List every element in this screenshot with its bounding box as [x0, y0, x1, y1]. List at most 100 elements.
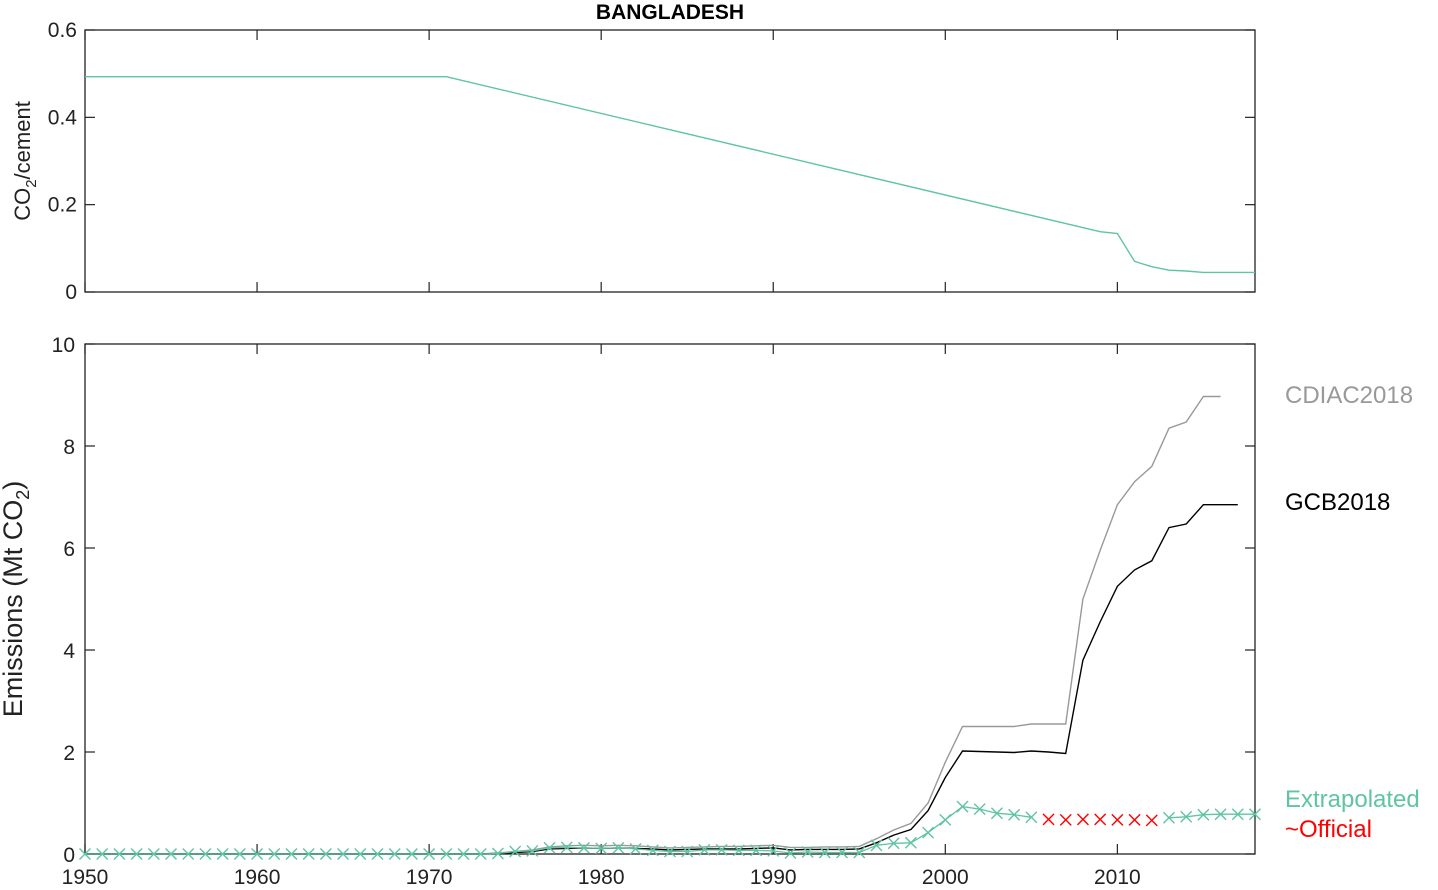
marker-extrapolated-1967 — [371, 848, 384, 860]
legend-gcb2018: GCB2018 — [1285, 489, 1390, 516]
top-y-axis-label: CO2/cement — [10, 101, 40, 221]
marker-extrapolated-1978 — [560, 841, 573, 854]
marker-extrapolated-1999 — [922, 826, 935, 839]
marker-extrapolated-2001 — [956, 800, 969, 813]
bottom-xtick-label-1970: 1970 — [406, 866, 453, 889]
marker-extrapolated-1996 — [870, 839, 883, 852]
bottom-xtick-label-1950: 1950 — [62, 866, 109, 889]
marker-extrapolated-1980 — [595, 842, 608, 855]
bottom-ytick-label-10: 10 — [52, 334, 75, 357]
marker-extrapolated-1985 — [681, 845, 694, 858]
top-ytick-label-0: 0 — [65, 281, 77, 304]
marker-extrapolated-1988 — [732, 844, 745, 857]
marker-extrapolated-1997 — [887, 837, 900, 850]
bottom-ytick-label-0: 0 — [63, 844, 75, 867]
bottom-xtick-label-2000: 2000 — [922, 866, 969, 889]
marker-extrapolated-1984 — [664, 845, 676, 858]
marker-extrapolated-1972 — [457, 848, 470, 860]
bottom-ytick-label-8: 8 — [63, 436, 75, 459]
marker-extrapolated-1959 — [233, 848, 246, 860]
top-series-layer — [85, 75, 1255, 274]
marker-official-2011 — [1128, 813, 1141, 826]
marker-extrapolated-1981 — [612, 841, 625, 854]
marker-extrapolated-1964 — [319, 848, 332, 860]
marker-extrapolated-1971 — [440, 848, 453, 860]
top-ytick-label-0-4: 0.4 — [48, 106, 78, 129]
marker-extrapolated-1970 — [423, 848, 436, 860]
marker-official-2008 — [1076, 813, 1089, 826]
top-plot-frame — [84, 29, 1256, 293]
bottom-xtick-label-1960: 1960 — [234, 866, 281, 889]
marker-extrapolated-2003 — [990, 807, 1003, 820]
marker-extrapolated-2018 — [1249, 808, 1261, 821]
marker-extrapolated-1982 — [629, 842, 642, 855]
marker-extrapolated-1965 — [337, 848, 350, 860]
bottom-y-ticks: 0 2 4 6 8 10 — [52, 334, 1255, 867]
series-line-extrapolated-1 — [1168, 813, 1255, 819]
bottom-xtick-label-1980: 1980 — [578, 866, 625, 889]
bottom-series-layer — [79, 395, 1261, 860]
chart-title: BANGLADESH — [596, 1, 744, 24]
marker-extrapolated-1974 — [491, 847, 504, 860]
bottom-plot-frame — [84, 343, 1256, 855]
marker-extrapolated-1983 — [646, 844, 659, 857]
marker-extrapolated-1963 — [302, 848, 315, 860]
marker-extrapolated-1953 — [130, 848, 143, 860]
legend-official: ~Official — [1285, 816, 1372, 843]
series-line-cdiac2018 — [85, 395, 1221, 855]
bottom-xtick-label-1990: 1990 — [750, 866, 797, 889]
marker-extrapolated-1987 — [715, 843, 728, 856]
bottom-ytick-label-4: 4 — [63, 640, 75, 663]
marker-extrapolated-1991 — [784, 846, 797, 859]
bottom-ytick-label-2: 2 — [63, 742, 75, 765]
marker-extrapolated-1957 — [199, 848, 212, 860]
bottom-ytick-label-6: 6 — [63, 538, 75, 561]
marker-extrapolated-1958 — [216, 848, 229, 860]
marker-extrapolated-1956 — [182, 848, 195, 860]
marker-extrapolated-2015 — [1197, 808, 1210, 821]
bottom-x-ticks: 1950 1960 1970 1980 1990 2000 2010 — [62, 344, 1141, 889]
legend: CDIAC2018 GCB2018 Extrapolated ~Official — [1285, 382, 1420, 843]
marker-extrapolated-1993 — [818, 846, 831, 859]
series-line-gcb2018 — [85, 504, 1238, 855]
series-line-extrapolated-0 — [85, 805, 1032, 855]
legend-extrapolated: Extrapolated — [1285, 786, 1420, 813]
marker-extrapolated-1995 — [853, 846, 866, 859]
bottom-y-label-main: Emissions (Mt CO — [0, 500, 28, 718]
marker-extrapolated-1952 — [113, 848, 126, 860]
marker-extrapolated-1986 — [698, 843, 711, 856]
marker-extrapolated-2004 — [1008, 808, 1021, 821]
bottom-y-label-suffix: ) — [0, 481, 28, 490]
bottom-xtick-label-2010: 2010 — [1094, 866, 1141, 889]
marker-extrapolated-1992 — [801, 845, 814, 858]
marker-extrapolated-2005 — [1025, 811, 1038, 824]
marker-extrapolated-2002 — [973, 803, 986, 816]
series-line-cement-ratio — [85, 75, 1255, 274]
marker-extrapolated-1968 — [388, 848, 401, 860]
marker-extrapolated-2000 — [939, 813, 952, 826]
marker-extrapolated-1973 — [474, 848, 487, 860]
marker-extrapolated-1989 — [750, 844, 763, 857]
marker-extrapolated-2016 — [1214, 808, 1227, 821]
bottom-y-axis-label: Emissions (Mt CO2) — [0, 481, 33, 718]
top-y-label-sub: 2 — [23, 179, 40, 187]
legend-cdiac2018: CDIAC2018 — [1285, 382, 1413, 409]
marker-extrapolated-1977 — [543, 841, 556, 854]
marker-extrapolated-1990 — [767, 844, 780, 857]
marker-official-2012 — [1145, 814, 1158, 827]
top-y-label-suffix: /cement — [10, 101, 35, 179]
marker-extrapolated-1966 — [354, 848, 367, 860]
cement-ratio-panel: BANGLADESH 0 0.2 0.4 0.6 CO2/cement — [10, 1, 1256, 304]
marker-extrapolated-2013 — [1162, 811, 1175, 824]
marker-official-2010 — [1111, 813, 1124, 826]
top-ytick-label-0-6: 0.6 — [48, 19, 77, 42]
top-y-label-main: CO — [10, 188, 35, 221]
top-ytick-label-0-2: 0.2 — [48, 194, 77, 217]
marker-extrapolated-1976 — [526, 844, 539, 857]
marker-extrapolated-1960 — [251, 848, 264, 860]
marker-extrapolated-1951 — [96, 848, 109, 860]
marker-official-2009 — [1094, 813, 1107, 826]
marker-extrapolated-2014 — [1180, 810, 1193, 823]
marker-extrapolated-1950 — [79, 848, 91, 860]
